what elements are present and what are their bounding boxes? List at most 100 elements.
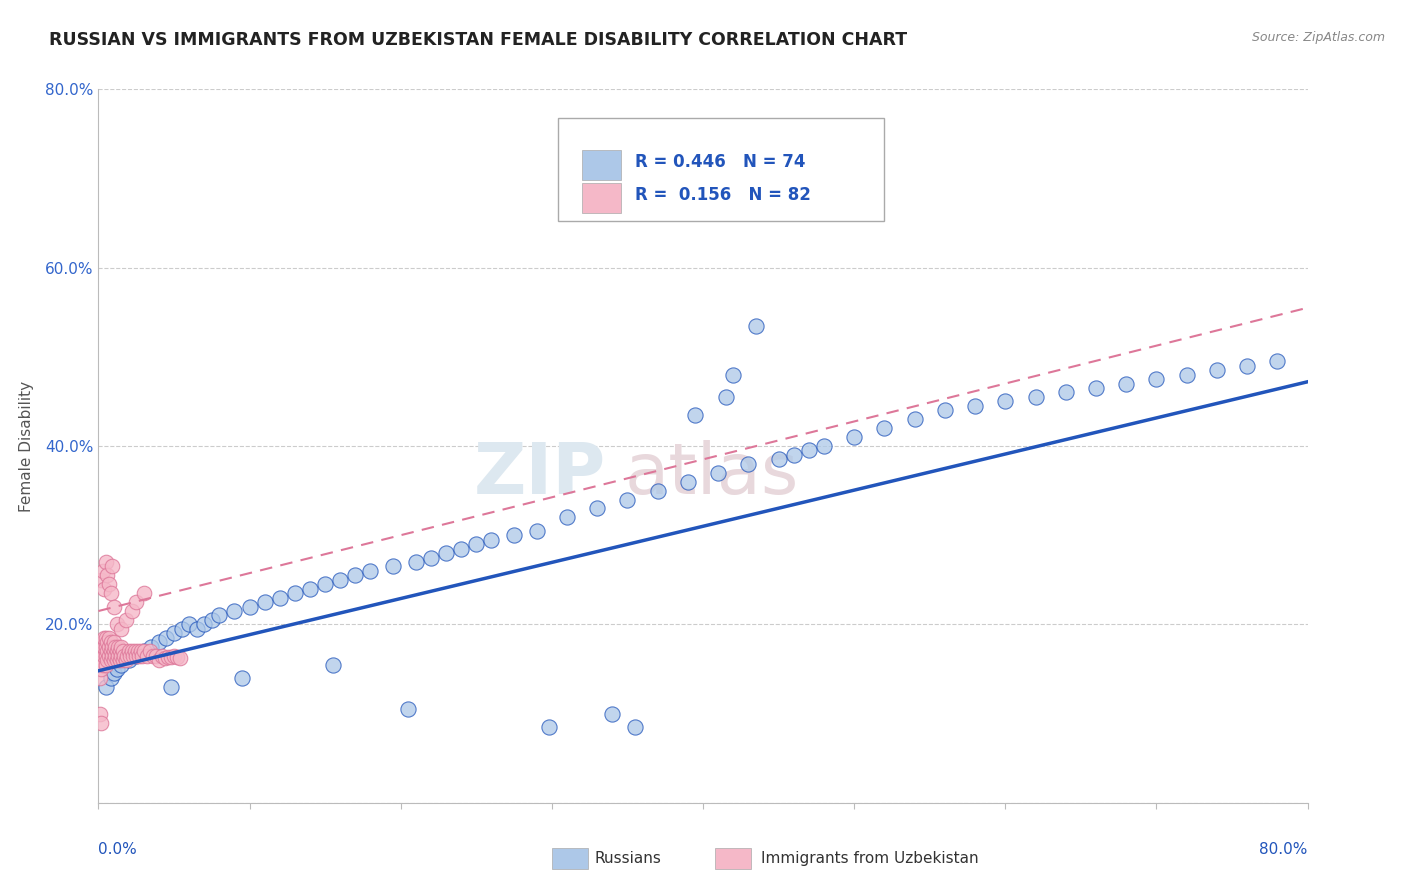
Point — [737, 457, 759, 471]
Point — [124, 644, 146, 658]
Point — [1085, 381, 1108, 395]
Point — [602, 706, 624, 721]
Point — [90, 662, 112, 676]
Point — [676, 475, 699, 489]
Point — [329, 573, 352, 587]
Point — [145, 648, 167, 663]
Point — [142, 648, 165, 663]
Text: Source: ZipAtlas.com: Source: ZipAtlas.com — [1251, 31, 1385, 45]
Point — [100, 644, 122, 658]
Point — [934, 403, 956, 417]
Point — [94, 648, 117, 663]
Point — [125, 648, 148, 663]
Point — [1267, 354, 1289, 368]
Point — [269, 591, 291, 605]
Point — [1024, 390, 1046, 404]
Point — [166, 650, 188, 665]
Point — [100, 671, 122, 685]
Point — [128, 648, 150, 663]
Point — [114, 613, 136, 627]
Point — [904, 412, 927, 426]
Point — [111, 653, 134, 667]
Point — [101, 640, 124, 654]
Point — [555, 510, 578, 524]
Point — [503, 528, 526, 542]
Point — [114, 653, 136, 667]
Point — [115, 648, 138, 663]
Point — [105, 617, 128, 632]
Point — [179, 617, 201, 632]
Point — [98, 631, 121, 645]
FancyBboxPatch shape — [558, 118, 884, 221]
Point — [89, 706, 111, 721]
Point — [170, 622, 193, 636]
Point — [110, 640, 132, 654]
Point — [420, 550, 443, 565]
Point — [93, 631, 115, 645]
Point — [465, 537, 488, 551]
Point — [132, 644, 155, 658]
Point — [118, 644, 141, 658]
Point — [132, 644, 155, 658]
Point — [101, 559, 124, 574]
Point — [208, 608, 231, 623]
Point — [103, 644, 125, 658]
Point — [405, 555, 427, 569]
Point — [90, 715, 112, 730]
Bar — [716, 847, 751, 869]
Point — [797, 443, 820, 458]
Point — [135, 648, 157, 663]
Point — [284, 586, 307, 600]
Text: Russians: Russians — [595, 851, 661, 866]
Point — [96, 568, 118, 582]
Point — [153, 651, 176, 665]
Point — [201, 613, 224, 627]
Point — [396, 702, 419, 716]
Point — [537, 720, 560, 734]
Point — [714, 390, 737, 404]
Point — [94, 657, 117, 672]
Point — [131, 648, 153, 663]
Point — [93, 648, 115, 663]
Text: RUSSIAN VS IMMIGRANTS FROM UZBEKISTAN FEMALE DISABILITY CORRELATION CHART: RUSSIAN VS IMMIGRANTS FROM UZBEKISTAN FE… — [49, 31, 907, 49]
Text: ZIP: ZIP — [474, 440, 606, 509]
Point — [783, 448, 806, 462]
Point — [132, 586, 155, 600]
Point — [105, 644, 128, 658]
Point — [96, 644, 118, 658]
Point — [98, 648, 121, 663]
Point — [107, 648, 129, 663]
Text: R = 0.446   N = 74: R = 0.446 N = 74 — [636, 153, 806, 170]
Point — [121, 644, 143, 658]
Point — [94, 631, 117, 645]
Point — [100, 653, 122, 667]
Point — [1175, 368, 1198, 382]
Point — [93, 582, 115, 596]
Bar — [551, 847, 588, 869]
Point — [169, 651, 191, 665]
Point — [186, 622, 208, 636]
Point — [127, 644, 149, 658]
Point — [434, 546, 457, 560]
Point — [103, 666, 125, 681]
Point — [314, 577, 336, 591]
Point — [1236, 359, 1258, 373]
Point — [91, 644, 114, 658]
Point — [150, 648, 173, 663]
Point — [481, 533, 503, 547]
Point — [103, 653, 125, 667]
Bar — [582, 150, 621, 179]
Point — [160, 649, 183, 664]
Text: 0.0%: 0.0% — [98, 842, 138, 857]
Point — [125, 648, 148, 663]
Point — [89, 671, 111, 685]
Point — [526, 524, 548, 538]
Point — [139, 644, 162, 658]
Point — [100, 635, 122, 649]
Point — [125, 595, 148, 609]
Point — [90, 573, 112, 587]
Point — [98, 577, 121, 591]
Point — [96, 653, 118, 667]
Point — [813, 439, 835, 453]
Point — [122, 648, 145, 663]
